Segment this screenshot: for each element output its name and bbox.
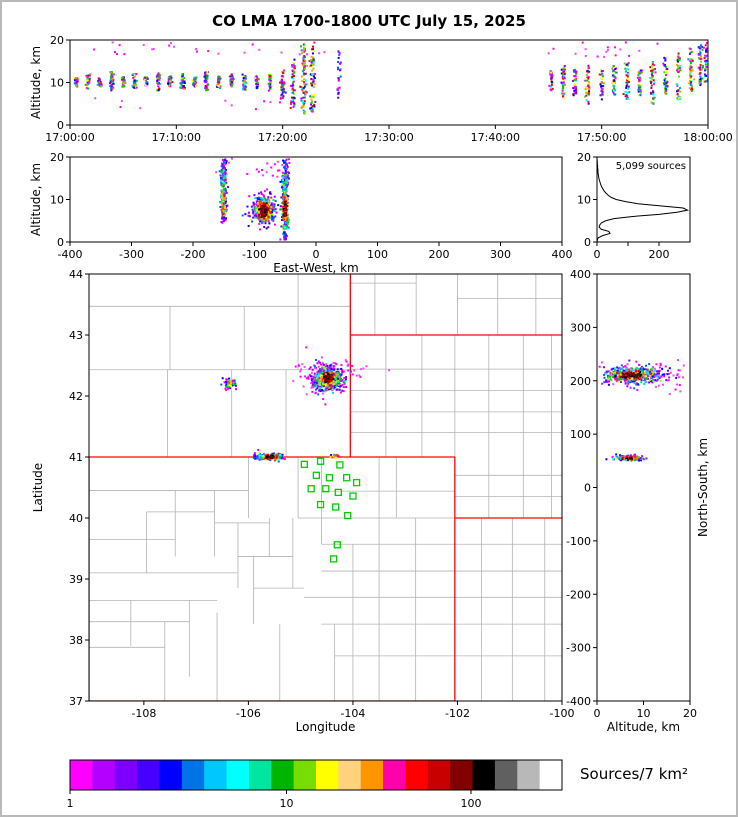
colorbar-label: Sources/7 km² [580,765,689,783]
svg-text:-400: -400 [58,248,83,261]
svg-text:-104: -104 [340,707,365,720]
figure-title: CO LMA 1700-1800 UTC July 15, 2025 [212,12,526,30]
svg-text:-108: -108 [131,707,156,720]
northsouth-altitude-panel: 0 10 20-400-300-200-1000100200300400Altitu… [566,270,710,734]
svg-text:44: 44 [69,270,83,281]
svg-text:10: 10 [50,194,64,207]
svg-text:43: 43 [69,329,83,342]
svg-text:10: 10 [577,194,591,207]
svg-text:5,099 sources: 5,099 sources [616,161,686,172]
svg-text:18:00:00: 18:00:00 [683,131,732,144]
svg-text:-100: -100 [550,707,575,720]
eastwest-altitude-panel: -400 -300 -200 -100 0 100 200 300 400 0 10 20 East-W… [29,151,573,275]
svg-text:20: 20 [577,151,591,164]
svg-text:400: 400 [552,248,573,261]
svg-text:-200: -200 [181,248,206,261]
svg-text:17:50:00: 17:50:00 [577,131,626,144]
svg-text:17:10:00: 17:10:00 [152,131,201,144]
svg-text:17:30:00: 17:30:00 [364,131,413,144]
svg-text:100: 100 [367,248,388,261]
svg-text:-102: -102 [445,707,470,720]
svg-text:Altitude, km: Altitude, km [29,46,43,119]
svg-text:17:00:00: 17:00:00 [45,131,94,144]
svg-text:41: 41 [69,451,83,464]
svg-text:0: 0 [594,248,601,261]
svg-text:20: 20 [50,34,64,47]
altitude-histogram-panel: 0 200 0 10 20 5,099 sources [577,151,691,261]
svg-text:-106: -106 [236,707,261,720]
svg-text:10: 10 [50,77,64,90]
svg-text:0: 0 [57,119,64,132]
svg-text:17:40:00: 17:40:00 [471,131,520,144]
svg-text:East-West, km: East-West, km [273,261,359,275]
svg-text:40: 40 [69,512,83,525]
svg-text:20: 20 [50,151,64,164]
colorbar: 1 10 100 [67,759,563,810]
svg-text:200: 200 [649,248,670,261]
svg-text:300: 300 [490,248,511,261]
svg-text:Latitude: Latitude [31,463,45,512]
time-altitude-panel: 17:00:00 17:10:00 17:20:00 17:30:00 17:40:00… [29,34,733,144]
svg-text:0: 0 [57,236,64,249]
svg-text:200: 200 [429,248,450,261]
svg-text:17:20:00: 17:20:00 [258,131,307,144]
svg-text:0: 0 [584,236,591,249]
svg-text:42: 42 [69,390,83,403]
svg-text:39: 39 [69,573,83,586]
svg-text:-100: -100 [242,248,267,261]
map-panel: -108 -106 -104 -102 -100 37 38 39 40 41 42 43 44 Long… [31,270,575,734]
svg-text:Longitude: Longitude [296,720,356,734]
svg-text:Altitude, km: Altitude, km [29,163,43,236]
svg-text:37: 37 [69,695,83,708]
svg-text:-300: -300 [119,248,144,261]
svg-text:38: 38 [69,634,83,647]
svg-text:0: 0 [313,248,320,261]
